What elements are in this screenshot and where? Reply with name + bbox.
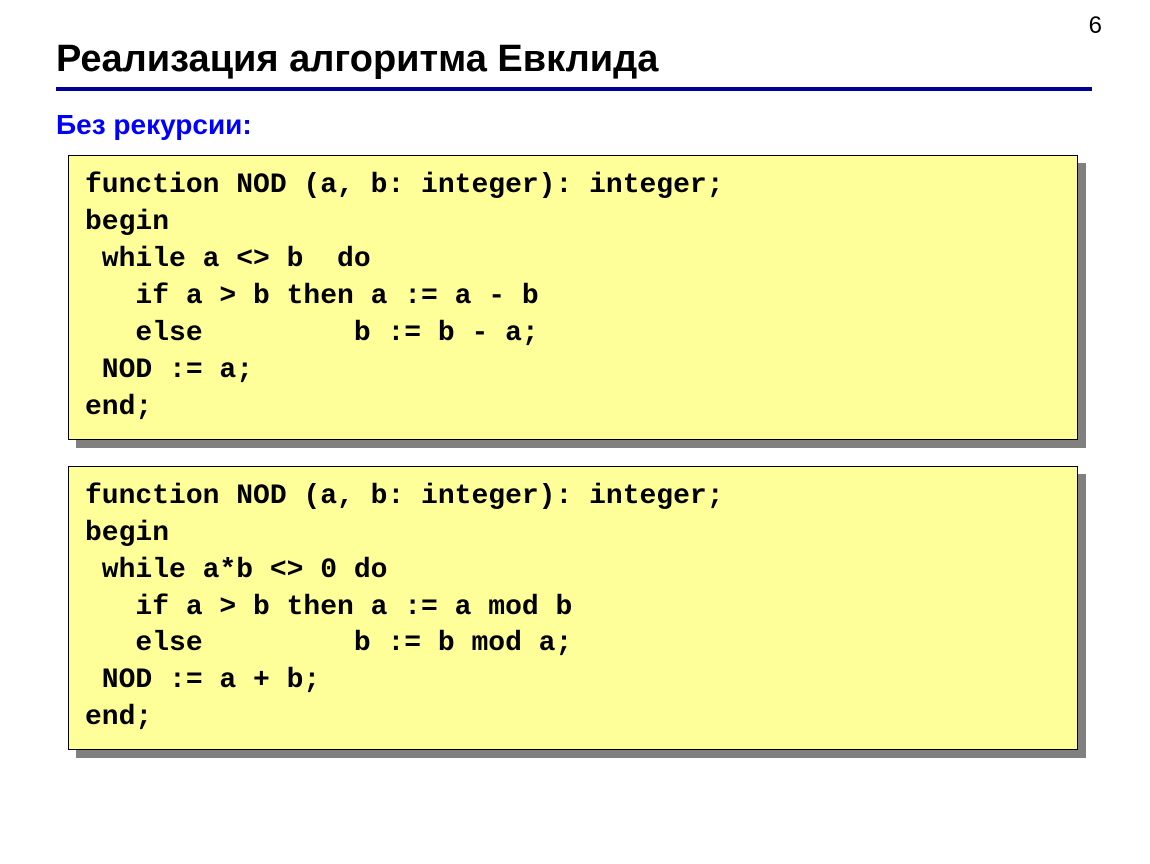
code-block-2: function NOD (a, b: integer): integer; b… xyxy=(68,466,1078,751)
slide-title: Реализация алгоритма Евклида xyxy=(56,38,1094,81)
slide-subtitle: Без рекурсии: xyxy=(56,109,1094,141)
title-rule xyxy=(56,87,1092,91)
slide-content: Реализация алгоритма Евклида Без рекурси… xyxy=(0,0,1150,750)
code-block-1: function NOD (a, b: integer): integer; b… xyxy=(68,155,1078,440)
code-block-2-wrap: function NOD (a, b: integer): integer; b… xyxy=(68,466,1078,751)
page-number: 6 xyxy=(1089,12,1102,40)
code-block-1-wrap: function NOD (a, b: integer): integer; b… xyxy=(68,155,1078,440)
